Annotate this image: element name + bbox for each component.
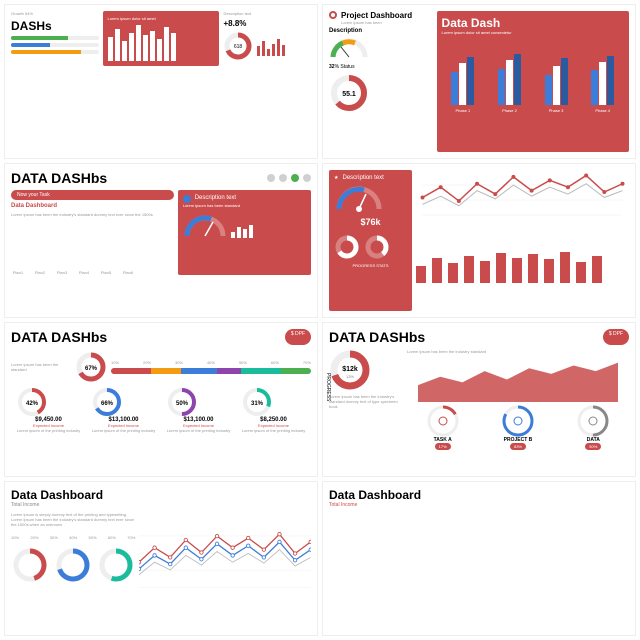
title: DATA DASHbs: [11, 329, 107, 345]
slide-8: Data Dashboard Total Income: [322, 481, 636, 636]
gauge-row: [11, 547, 135, 583]
gauge-value: $76k: [334, 217, 407, 227]
gauge-chart: [183, 214, 227, 240]
desc-title: Description: [329, 28, 433, 34]
task-donuts: TASK A17%PROJECT B83%DATA50%: [407, 405, 629, 450]
pill-badge: Now your Task: [11, 190, 174, 200]
gauge-chart: [334, 184, 384, 214]
kpi-value: +8.8%: [223, 19, 311, 28]
title: Data Dash: [442, 16, 624, 30]
donut-chart: 618: [223, 31, 253, 61]
slide-2: Project DashboardLorem ipsum has been De…: [322, 4, 636, 159]
subtitle: Total Income: [11, 502, 311, 508]
stat-row: 42%$9,450.00Expected IncomeLorem ipsum o…: [11, 387, 311, 433]
title: Data Dashboard: [329, 488, 629, 502]
label: Growth 54%: [11, 11, 99, 16]
bar-chart: [416, 233, 629, 283]
multi-line-chart: [139, 512, 311, 607]
status-dots: [267, 174, 311, 182]
area-chart: [407, 357, 629, 402]
donut-1: [334, 234, 360, 260]
progress-label: PROGRESS STATS: [334, 263, 407, 268]
svg-text:66%: 66%: [101, 401, 114, 407]
donut-2: [364, 234, 390, 260]
title: Project Dashboard: [341, 11, 412, 20]
donut-label: 618: [234, 44, 243, 50]
info-icon: [183, 195, 191, 203]
slide-3: DATA DASHbs Now your Task Data Dashboard…: [4, 163, 318, 318]
svg-text:13%: 13%: [346, 374, 354, 379]
subtitle: Total Income: [329, 502, 629, 508]
svg-text:55.1: 55.1: [342, 91, 356, 98]
dollar-icon: [329, 11, 337, 19]
donut-main: 67%: [75, 351, 107, 383]
title: Data Dashboard: [11, 488, 311, 502]
slide-7: Data Dashboard Total Income Lorem ipsum …: [4, 481, 318, 636]
progress-label: PROGRESS: [325, 373, 331, 401]
svg-text:$12k: $12k: [342, 366, 358, 373]
line-chart: [416, 170, 629, 230]
desc-title: Description text: [195, 195, 236, 203]
badge: $ DPF: [285, 329, 311, 345]
title: DASHs: [11, 19, 99, 33]
bar-chart: [108, 21, 215, 61]
donut-big: $12k13%: [329, 349, 371, 391]
bar-chart: Plan1Plan2Plan3Plan4Plan5Plan6: [11, 220, 174, 275]
slide-4: ★Description text $76k PROGRESS STATS: [322, 163, 636, 318]
gauge-chart: [329, 37, 369, 61]
badge: $ DPF: [603, 329, 629, 345]
slide-6: DATA DASHbs $ DPF PROGRESS $12k13% Lorem…: [322, 322, 636, 477]
scale-labels: 10%20%30%40%50%60%70%: [11, 535, 135, 540]
donut-chart: 55.1: [329, 73, 369, 113]
slide-5: DATA DASHbs $ DPF Lorem ipsum has been t…: [4, 322, 318, 477]
desc-title: Description text: [342, 175, 383, 181]
slide-1: Growth 54% DASHs Lorem ipsum dolor sit a…: [4, 4, 318, 159]
kpi-label: Description text: [223, 11, 311, 16]
title: DATA DASHbs: [11, 170, 107, 186]
svg-text:67%: 67%: [85, 366, 98, 372]
svg-text:42%: 42%: [26, 401, 39, 407]
scale-labels: 10%20%30%40%50%60%70%: [111, 360, 311, 365]
svg-text:50%: 50%: [176, 401, 189, 407]
svg-text:31%: 31%: [251, 401, 264, 407]
segmented-bar: [111, 368, 311, 374]
subtitle: Data Dashboard: [11, 203, 174, 209]
title: DATA DASHbs: [329, 329, 425, 345]
